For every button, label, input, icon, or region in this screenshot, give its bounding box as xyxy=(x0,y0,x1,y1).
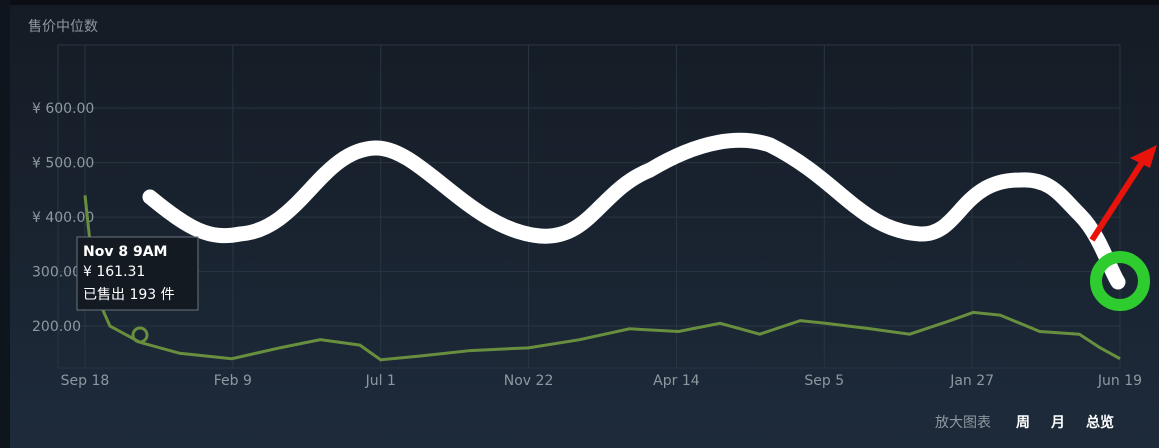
y-tick-label: ¥ 600.00 xyxy=(32,101,94,117)
top-strip xyxy=(0,0,1159,5)
left-strip xyxy=(0,0,10,448)
x-tick-label: Feb 9 xyxy=(214,373,252,389)
series-line xyxy=(83,195,1121,362)
annotation-squiggle xyxy=(142,132,1126,290)
x-tick-label: Jun 19 xyxy=(1097,373,1142,389)
zoom-all[interactable]: 总览 xyxy=(1086,414,1114,431)
annotation-circle xyxy=(1090,251,1150,311)
tooltip-sold: 已售出 193 件 xyxy=(83,287,175,303)
tooltip: Nov 8 9AM ¥ 161.31 已售出 193 件 xyxy=(76,236,199,311)
zoom-label: 放大图表 xyxy=(935,415,991,431)
y-tick-label: ¥ 500.00 xyxy=(32,156,94,172)
x-tick-label: Jan 27 xyxy=(949,373,994,389)
x-tick-label: Jul 1 xyxy=(365,373,396,389)
zoom-month[interactable]: 月 xyxy=(1050,415,1065,431)
tooltip-date: Nov 8 9AM xyxy=(83,244,167,260)
annotation-arrow xyxy=(1089,156,1148,242)
y-tick-label: ¥ 400.00 xyxy=(32,210,94,226)
annotation-arrowhead xyxy=(1130,145,1157,168)
x-tick-label: Apr 14 xyxy=(653,373,700,389)
zoom-week[interactable]: 周 xyxy=(1016,415,1030,431)
chart-title: 售价中位数 xyxy=(28,19,98,35)
y-tick-label: 200.00 xyxy=(32,319,81,335)
tooltip-price: ¥ 161.31 xyxy=(83,264,145,280)
x-tick-label: Sep 18 xyxy=(61,373,110,389)
tooltip-box xyxy=(76,236,199,311)
x-tick-label: Nov 22 xyxy=(504,373,554,389)
hover-marker xyxy=(131,326,149,344)
x-tick-label: Sep 5 xyxy=(804,373,844,389)
y-tick-label: 300.00 xyxy=(32,265,81,281)
